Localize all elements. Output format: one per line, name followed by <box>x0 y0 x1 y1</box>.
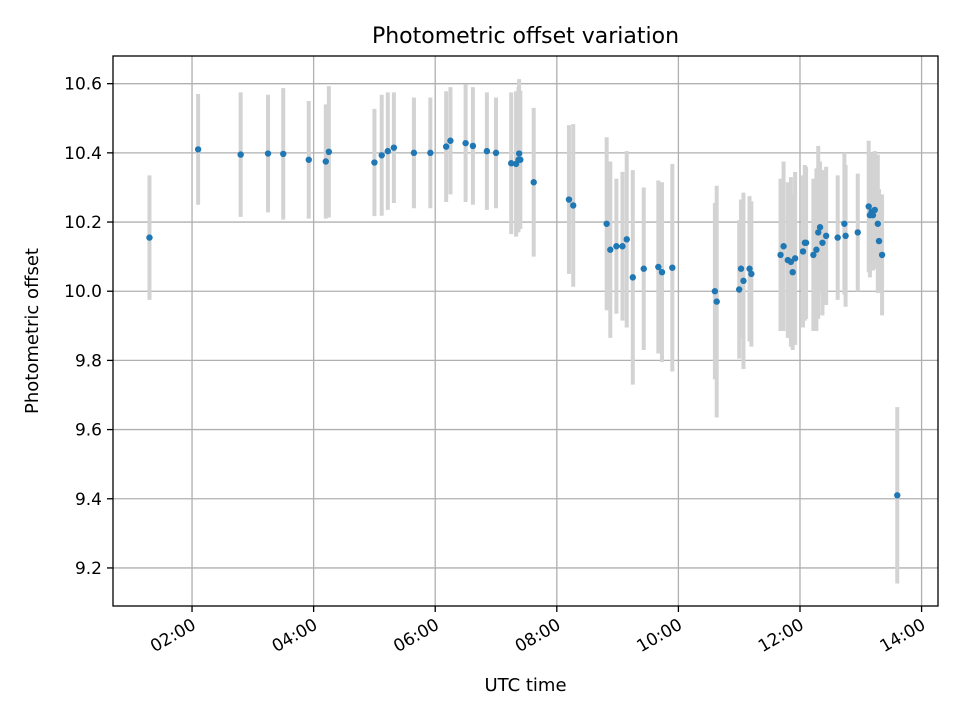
y-tick-label: 9.2 <box>75 559 102 579</box>
data-point <box>748 270 755 278</box>
data-point <box>603 220 610 227</box>
data-point <box>711 288 719 295</box>
data-point <box>280 150 287 158</box>
data-point <box>658 268 666 276</box>
data-point <box>447 137 454 144</box>
data-point <box>483 147 491 155</box>
y-tick-label: 9.6 <box>75 421 102 441</box>
data-point <box>194 146 202 153</box>
data-point <box>390 144 398 151</box>
data-point <box>619 243 626 250</box>
data-point <box>815 229 822 236</box>
data-point <box>875 237 883 245</box>
data-point <box>746 265 753 272</box>
data-point <box>378 152 385 159</box>
data-point <box>469 142 477 150</box>
data-point <box>427 149 434 157</box>
grid-layer <box>113 56 938 606</box>
data-point <box>737 265 745 272</box>
data-point <box>462 139 469 147</box>
data-point <box>865 203 872 210</box>
data-point <box>442 143 450 150</box>
data-point <box>816 224 824 231</box>
data-point <box>515 150 523 157</box>
data-point <box>623 236 630 243</box>
data-point <box>777 251 784 259</box>
data-point <box>607 246 614 253</box>
data-point <box>894 492 901 499</box>
data-point <box>813 246 820 253</box>
y-tick-label: 10.6 <box>64 75 102 95</box>
data-point <box>508 160 515 167</box>
data-point <box>384 147 391 155</box>
point-layer <box>146 137 901 499</box>
data-point <box>371 159 378 166</box>
data-point <box>669 264 676 271</box>
data-point <box>810 251 817 259</box>
data-point <box>871 206 878 214</box>
data-point <box>655 263 662 271</box>
y-tick-label: 9.4 <box>75 490 102 510</box>
data-point <box>713 298 720 305</box>
data-point <box>789 268 796 276</box>
data-point <box>869 211 877 219</box>
data-point <box>735 286 743 293</box>
data-point <box>237 151 244 158</box>
data-point <box>822 232 830 240</box>
data-point <box>565 196 573 203</box>
data-point <box>841 220 848 227</box>
data-point <box>570 202 577 209</box>
data-point <box>613 243 620 250</box>
data-point <box>305 156 312 163</box>
data-point <box>802 239 810 246</box>
data-point <box>791 255 799 262</box>
data-point <box>780 243 787 250</box>
data-point <box>517 156 524 163</box>
x-axis-label: UTC time <box>484 675 566 696</box>
y-axis-label: Photometric offset <box>22 248 43 414</box>
data-point <box>799 248 807 255</box>
data-point <box>640 265 647 272</box>
data-point <box>878 251 886 259</box>
data-point <box>842 232 849 240</box>
data-point <box>834 234 841 241</box>
data-point <box>874 220 882 227</box>
data-point <box>854 229 861 236</box>
data-point <box>325 148 333 156</box>
data-point <box>264 150 272 157</box>
data-point <box>787 258 795 266</box>
y-tick-label: 10.4 <box>64 144 102 164</box>
data-point <box>146 234 153 241</box>
y-tick-label: 10.0 <box>64 282 102 302</box>
y-tick-label: 10.2 <box>64 213 102 233</box>
chart-title: Photometric offset variation <box>372 24 679 49</box>
y-tick-label: 9.8 <box>75 351 102 371</box>
data-point <box>492 149 500 157</box>
data-point <box>322 158 329 165</box>
data-point <box>740 277 747 285</box>
data-point <box>819 239 826 246</box>
plot-frame <box>112 55 939 607</box>
data-point <box>629 274 637 281</box>
data-point <box>530 179 537 186</box>
data-point <box>410 149 418 157</box>
